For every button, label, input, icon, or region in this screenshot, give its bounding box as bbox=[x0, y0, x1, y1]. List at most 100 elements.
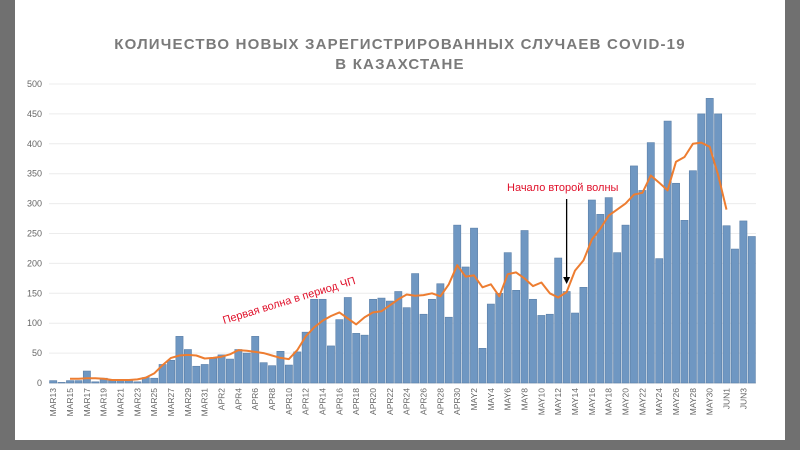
x-tick-label: MAY14 bbox=[570, 388, 580, 416]
bar-APR1 bbox=[209, 358, 218, 384]
bar-MAY24 bbox=[655, 258, 664, 384]
bar-APR27 bbox=[428, 298, 436, 384]
x-tick-label: MAR13 bbox=[48, 388, 58, 417]
x-tick-label: JUN1 bbox=[722, 388, 732, 410]
bar-MAY27 bbox=[680, 220, 689, 384]
bar-MAY14 bbox=[571, 312, 579, 384]
bar-APR23 bbox=[394, 291, 403, 384]
x-tick-label: MAR17 bbox=[82, 388, 92, 417]
bar-MAR28 bbox=[175, 336, 184, 384]
bar-MAY4 bbox=[486, 303, 495, 384]
bar-APR16 bbox=[335, 319, 344, 384]
x-tick-label: APR16 bbox=[334, 388, 344, 415]
bar-MAY3 bbox=[478, 348, 487, 384]
bar-MAY10 bbox=[537, 315, 546, 384]
x-tick-label: APR6 bbox=[250, 388, 260, 410]
bar-MAY2 bbox=[470, 227, 478, 384]
bar-MAY21 bbox=[630, 165, 638, 384]
bar-MAY30 bbox=[705, 98, 714, 384]
x-tick-label: JUN3 bbox=[738, 388, 748, 410]
bar-APR29 bbox=[444, 316, 453, 384]
bar-APR8 bbox=[268, 365, 276, 384]
bar-APR5 bbox=[242, 352, 251, 384]
x-tick-label: MAY20 bbox=[621, 388, 631, 416]
bar-APR20 bbox=[369, 298, 377, 384]
bar-APR14 bbox=[318, 298, 327, 384]
x-tick-label: MAY12 bbox=[553, 388, 563, 416]
x-tick-label: MAY28 bbox=[688, 388, 698, 416]
bar-MAR31 bbox=[200, 364, 209, 384]
x-tick-label: APR10 bbox=[284, 388, 294, 415]
bar-APR25 bbox=[411, 273, 420, 384]
bar-APR2 bbox=[217, 354, 226, 384]
x-tick-label: MAR21 bbox=[116, 388, 126, 417]
bar-MAR25 bbox=[150, 377, 159, 384]
bar-MAR17 bbox=[82, 370, 91, 384]
x-tick-label: MAR15 bbox=[65, 388, 75, 417]
bar-MAY25 bbox=[663, 120, 672, 384]
bar-APR24 bbox=[402, 307, 411, 384]
x-tick-label: MAY8 bbox=[520, 388, 530, 411]
bar-APR15 bbox=[327, 345, 335, 384]
bar-MAY19 bbox=[613, 252, 622, 384]
bar-APR9 bbox=[276, 351, 285, 384]
bar-APR22 bbox=[385, 300, 394, 384]
bar-MAY5 bbox=[495, 292, 504, 384]
bar-JUN3 bbox=[739, 220, 748, 384]
bar-APR19 bbox=[360, 334, 369, 384]
x-tick-label: MAR23 bbox=[132, 388, 142, 417]
x-tick-label: MAY30 bbox=[705, 388, 715, 416]
y-tick-label: 250 bbox=[27, 229, 42, 239]
x-tick-label: MAY26 bbox=[671, 388, 681, 416]
y-tick-label: 400 bbox=[27, 139, 42, 149]
x-tick-label: MAY18 bbox=[604, 388, 614, 416]
bar-APR3 bbox=[226, 358, 234, 384]
bar-MAR15 bbox=[66, 380, 74, 384]
bar-MAY20 bbox=[621, 224, 630, 384]
bar-JUN2 bbox=[731, 248, 739, 384]
x-tick-label: APR8 bbox=[267, 388, 277, 410]
bar-APR17 bbox=[343, 297, 352, 384]
bar-MAY1 bbox=[461, 266, 470, 384]
moving-average-line bbox=[70, 141, 728, 381]
x-tick-label: MAY6 bbox=[503, 388, 513, 411]
x-tick-label: MAY2 bbox=[469, 388, 479, 411]
bar-MAY18 bbox=[604, 197, 613, 384]
bar-MAR18 bbox=[91, 381, 100, 384]
bar-MAY29 bbox=[697, 113, 706, 384]
x-tick-label: MAR25 bbox=[149, 388, 159, 417]
y-tick-label: 100 bbox=[27, 318, 42, 328]
bar-MAY7 bbox=[512, 290, 521, 384]
x-tick-label: APR18 bbox=[351, 388, 361, 415]
bar-MAR14 bbox=[57, 382, 66, 384]
bar-MAY15 bbox=[579, 287, 588, 384]
x-tick-label: APR30 bbox=[452, 388, 462, 415]
y-tick-label: 350 bbox=[27, 169, 42, 179]
bar-APR7 bbox=[259, 362, 268, 384]
bar-MAY6 bbox=[503, 252, 512, 384]
x-tick-label: MAR29 bbox=[183, 388, 193, 417]
bar-MAR27 bbox=[167, 359, 175, 384]
bar-MAR30 bbox=[192, 365, 201, 384]
x-tick-label: APR28 bbox=[435, 388, 445, 415]
bar-APR12 bbox=[301, 331, 310, 384]
chart-title-line1: КОЛИЧЕСТВО НОВЫХ ЗАРЕГИСТРИРОВАННЫХ СЛУЧ… bbox=[114, 36, 686, 53]
y-tick-label: 450 bbox=[27, 109, 42, 119]
x-tick-label: APR24 bbox=[402, 388, 412, 415]
x-tick-label: APR2 bbox=[217, 388, 227, 410]
bar-MAR16 bbox=[74, 380, 83, 384]
y-tick-label: 500 bbox=[27, 79, 42, 89]
bar-APR30 bbox=[453, 224, 462, 384]
x-tick-label: MAR19 bbox=[99, 388, 109, 417]
y-tick-label: 300 bbox=[27, 199, 42, 209]
x-tick-label: APR22 bbox=[385, 388, 395, 415]
bar-APR6 bbox=[251, 336, 260, 384]
bar-APR13 bbox=[310, 298, 319, 384]
annotation-arrow bbox=[563, 199, 571, 284]
bar-MAR29 bbox=[183, 349, 192, 384]
chart-title-line2: В КАЗАХСТАНЕ bbox=[335, 56, 464, 73]
x-tick-label: APR20 bbox=[368, 388, 378, 415]
bar-APR11 bbox=[293, 351, 302, 384]
y-tick-label: 50 bbox=[32, 348, 42, 358]
